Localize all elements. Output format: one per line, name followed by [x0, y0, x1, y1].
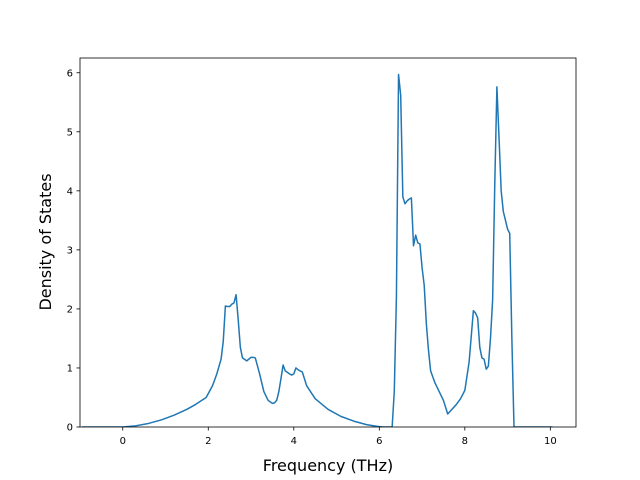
y-tick-label: 4	[67, 186, 73, 197]
y-tick-label: 0	[67, 423, 73, 434]
y-tick-label: 5	[67, 127, 73, 138]
x-tick-label: 10	[544, 436, 557, 447]
y-tick-label: 6	[67, 68, 73, 79]
y-tick-label: 2	[67, 304, 73, 315]
y-axis-ticks: 0 1 2 3 4 5 6	[67, 68, 80, 434]
x-axis-label: Frequency (THz)	[263, 456, 393, 475]
x-tick-label: 2	[205, 436, 211, 447]
series-line-0	[82, 73, 553, 427]
plot-area	[79, 57, 577, 428]
y-tick-label: 1	[67, 363, 73, 374]
plot-frame	[79, 57, 577, 428]
x-tick-label: 0	[120, 436, 126, 447]
y-tick-label: 3	[67, 245, 73, 256]
y-axis-label: Density of States	[36, 173, 55, 310]
x-tick-label: 4	[291, 436, 297, 447]
x-axis-ticks: 0 2 4 6 8 10	[120, 427, 557, 447]
x-tick-label: 6	[376, 436, 382, 447]
x-tick-label: 8	[462, 436, 468, 447]
